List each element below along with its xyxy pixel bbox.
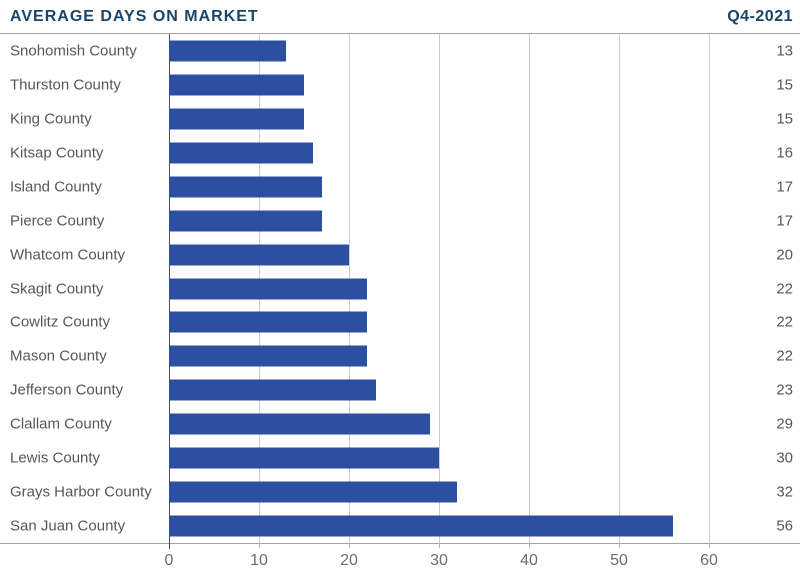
category-label: San Juan County	[10, 517, 126, 535]
value-label: 20	[776, 246, 793, 264]
x-axis-tick-label: 50	[610, 552, 628, 569]
chart-period-label: Q4-2021	[727, 8, 793, 25]
chart-row: Thurston County 15	[0, 68, 800, 102]
x-axis-tick-label: 30	[430, 552, 448, 569]
bar	[169, 74, 304, 96]
category-label: Lewis County	[10, 449, 101, 467]
chart-row: San Juan County 56	[0, 509, 800, 543]
gridline	[709, 34, 710, 543]
category-label: Mason County	[10, 347, 107, 365]
bar	[169, 108, 304, 130]
value-label: 15	[776, 110, 793, 128]
x-axis-tick-label: 20	[340, 552, 358, 569]
bar	[169, 515, 673, 537]
category-label: Skagit County	[10, 280, 104, 298]
chart-row: Mason County 22	[0, 339, 800, 373]
bar	[169, 244, 349, 266]
chart-row: Clallam County 29	[0, 407, 800, 441]
category-label: Whatcom County	[10, 246, 126, 264]
value-label: 32	[776, 483, 793, 501]
bar	[169, 311, 367, 333]
category-label: Clallam County	[10, 415, 112, 433]
category-label: Island County	[10, 178, 102, 196]
x-axis-tick	[349, 543, 350, 548]
chart-title: AVERAGE DAYS ON MARKET	[10, 8, 259, 25]
value-label: 56	[776, 517, 793, 535]
chart-row: Snohomish County 13	[0, 34, 800, 68]
value-label: 23	[776, 381, 793, 399]
bar	[169, 345, 367, 367]
value-label: 17	[776, 212, 793, 230]
value-label: 16	[776, 144, 793, 162]
x-axis-tick	[529, 543, 530, 548]
chart-row: Cowlitz County 22	[0, 306, 800, 340]
gridline	[619, 34, 620, 543]
x-axis-tick	[439, 543, 440, 548]
bar	[169, 142, 313, 164]
chart-row: Grays Harbor County 32	[0, 475, 800, 509]
category-label: Cowlitz County	[10, 313, 111, 331]
x-axis-tick	[259, 543, 260, 548]
category-label: Thurston County	[10, 76, 121, 94]
bar	[169, 40, 286, 62]
chart-row: Pierce County 17	[0, 204, 800, 238]
chart-row: Whatcom County 20	[0, 238, 800, 272]
bar	[169, 413, 430, 435]
value-label: 22	[776, 280, 793, 298]
value-label: 30	[776, 449, 793, 467]
chart-row: Jefferson County 23	[0, 373, 800, 407]
bar	[169, 481, 457, 503]
bar	[169, 447, 439, 469]
category-label: Snohomish County	[10, 42, 137, 60]
x-axis-tick-label: 0	[164, 552, 174, 569]
category-label: Pierce County	[10, 212, 105, 230]
x-axis: 0 10 20 30 40 50 60	[0, 543, 800, 581]
bar	[169, 210, 322, 232]
bar-chart-plot-area: Snohomish County 13 Thurston County 15 King …	[0, 33, 800, 544]
x-axis-tick	[619, 543, 620, 548]
category-label: Grays Harbor County	[10, 483, 152, 501]
x-axis-tick-label: 10	[250, 552, 268, 569]
gridline	[529, 34, 530, 543]
chart-row: Island County 17	[0, 170, 800, 204]
value-label: 13	[776, 42, 793, 60]
chart-row: King County 15	[0, 102, 800, 136]
bar	[169, 278, 367, 300]
chart-header: AVERAGE DAYS ON MARKET Q4-2021	[0, 6, 800, 32]
x-axis-tick	[169, 543, 170, 549]
category-label: Jefferson County	[10, 381, 124, 399]
bar	[169, 176, 322, 198]
chart-row: Lewis County 30	[0, 441, 800, 475]
category-label: King County	[10, 110, 92, 128]
value-label: 22	[776, 347, 793, 365]
value-label: 15	[776, 76, 793, 94]
bar	[169, 379, 376, 401]
value-label: 17	[776, 178, 793, 196]
gridline	[439, 34, 440, 543]
x-axis-tick-label: 40	[520, 552, 538, 569]
x-axis-tick	[709, 543, 710, 548]
value-label: 22	[776, 313, 793, 331]
chart-row: Skagit County 22	[0, 272, 800, 306]
x-axis-tick-label: 60	[700, 552, 718, 569]
chart-row: Kitsap County 16	[0, 136, 800, 170]
category-label: Kitsap County	[10, 144, 104, 162]
bar-rows-layer: Snohomish County 13 Thurston County 15 King …	[0, 34, 800, 543]
value-label: 29	[776, 415, 793, 433]
